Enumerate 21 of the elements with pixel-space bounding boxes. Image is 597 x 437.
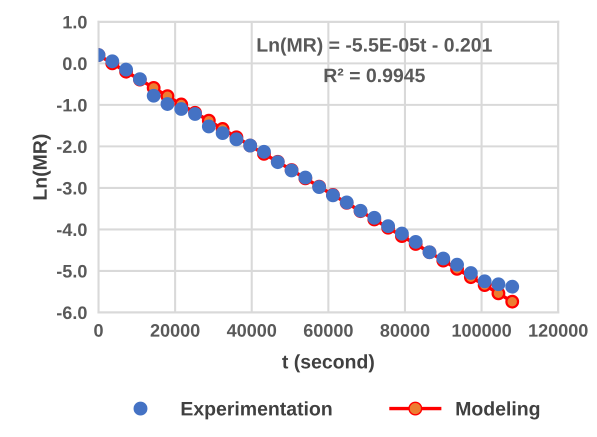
legend-label: Modeling	[456, 401, 540, 420]
x-tick-label: 100000	[452, 324, 511, 337]
x-tick-label: 0	[94, 324, 103, 337]
y-tick-label: -6.0	[56, 306, 87, 320]
y-tick-label: 0.0	[63, 57, 87, 70]
y-tick-label: 1.0	[63, 16, 87, 29]
y-axis-title: Ln(MR)	[32, 134, 51, 200]
y-tick-label: -3.0	[56, 182, 87, 195]
x-tick-label: 20000	[150, 324, 200, 337]
x-axis-title: t (second)	[282, 354, 374, 372]
annotation: R² = 0.9945	[324, 68, 425, 82]
x-tick-label: 60000	[304, 324, 353, 337]
x-tick-label: 40000	[226, 324, 276, 337]
x-tick-label: 80000	[380, 324, 430, 337]
legend-label: Experimentation	[182, 401, 332, 420]
annotation: Ln(MR) = -5.5E-05t - 0.201	[258, 37, 492, 56]
y-tick-label: -2.0	[56, 140, 87, 154]
x-tick-label: 120000	[529, 324, 588, 337]
y-tick-label: -1.0	[56, 98, 87, 112]
y-tick-label: -5.0	[56, 264, 87, 278]
y-tick-label: -4.0	[56, 223, 87, 236]
